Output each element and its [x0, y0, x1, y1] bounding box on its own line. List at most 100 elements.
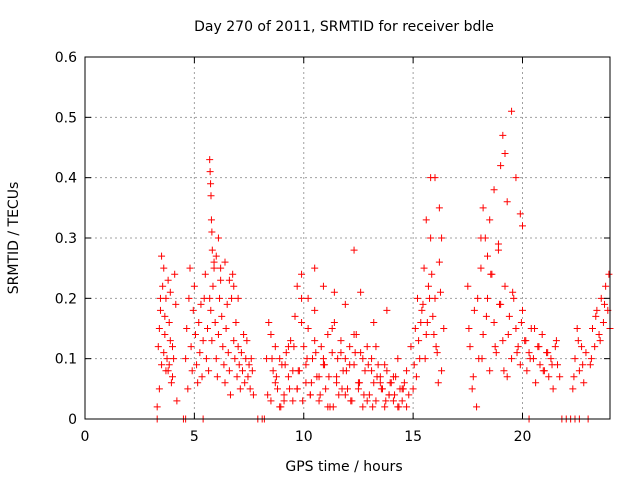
- data-point: [350, 246, 358, 254]
- data-point: [491, 343, 499, 351]
- data-point: [574, 337, 582, 345]
- x-tick-label: 20: [514, 429, 532, 445]
- data-point: [311, 337, 319, 345]
- data-point: [182, 355, 190, 363]
- data-point: [509, 288, 517, 296]
- data-point: [286, 385, 294, 393]
- data-point: [479, 331, 487, 339]
- data-point: [368, 367, 376, 375]
- data-point: [551, 343, 559, 351]
- data-point: [217, 264, 225, 272]
- data-point: [210, 264, 218, 272]
- data-point: [430, 331, 438, 339]
- data-point: [293, 385, 301, 393]
- data-point: [400, 379, 408, 387]
- data-point: [277, 403, 285, 411]
- data-point: [185, 294, 193, 302]
- data-point: [208, 246, 216, 254]
- data-point: [271, 379, 279, 387]
- data-point: [516, 210, 524, 218]
- data-point: [186, 264, 194, 272]
- data-point: [221, 379, 229, 387]
- data-point: [516, 361, 524, 369]
- data-point: [570, 373, 578, 381]
- chart-title: Day 270 of 2011, SRMTID for receiver bdl…: [194, 19, 494, 35]
- data-point: [276, 355, 284, 363]
- data-point: [172, 300, 180, 308]
- data-point: [319, 282, 327, 290]
- data-point: [160, 349, 168, 357]
- y-axis-label: SRMTID / TECUs: [6, 182, 22, 295]
- data-point: [195, 318, 203, 326]
- data-point: [374, 361, 382, 369]
- data-point: [306, 391, 314, 399]
- data-point: [249, 391, 257, 399]
- data-point: [272, 373, 280, 381]
- data-point: [291, 312, 299, 320]
- data-point: [244, 373, 252, 381]
- data-point: [188, 367, 196, 375]
- data-point: [158, 252, 166, 260]
- data-point: [209, 282, 217, 290]
- data-point: [357, 288, 365, 296]
- data-point: [311, 264, 319, 272]
- data-point: [432, 343, 440, 351]
- data-point: [161, 312, 169, 320]
- data-point: [222, 325, 230, 332]
- data-point: [356, 379, 364, 387]
- data-point: [605, 270, 613, 278]
- data-point: [328, 349, 336, 357]
- data-point: [230, 337, 238, 345]
- data-point: [479, 204, 487, 212]
- data-point: [230, 282, 238, 290]
- data-point: [421, 355, 429, 363]
- data-point: [155, 385, 163, 393]
- data-point: [580, 379, 588, 387]
- data-point: [523, 367, 531, 375]
- data-point: [154, 343, 162, 351]
- data-point: [232, 318, 240, 326]
- data-point: [239, 367, 246, 375]
- data-point: [482, 312, 490, 320]
- data-point: [399, 385, 407, 393]
- data-point: [236, 385, 244, 393]
- data-point: [338, 385, 346, 393]
- data-point: [409, 385, 417, 393]
- data-point: [294, 367, 302, 375]
- data-point: [522, 337, 530, 345]
- data-point: [246, 385, 254, 393]
- data-point: [426, 294, 434, 302]
- data-point: [189, 306, 197, 314]
- data-point: [579, 361, 587, 369]
- data-point: [484, 252, 491, 260]
- data-point: [381, 361, 389, 369]
- data-point: [328, 325, 336, 332]
- data-point: [211, 318, 219, 326]
- data-point: [418, 306, 426, 314]
- data-point: [602, 282, 610, 290]
- data-point: [298, 270, 306, 278]
- data-point: [424, 282, 432, 290]
- data-point: [269, 367, 277, 375]
- y-tick-label: 0.2: [55, 291, 77, 307]
- data-point: [351, 349, 359, 357]
- data-point: [389, 397, 397, 405]
- data-point: [210, 258, 218, 266]
- data-point: [171, 270, 179, 278]
- data-point: [280, 397, 288, 405]
- data-point: [465, 325, 473, 332]
- data-point: [240, 331, 248, 339]
- data-point: [196, 349, 204, 357]
- data-point: [556, 373, 564, 381]
- x-tick-label: 5: [190, 429, 199, 445]
- data-point: [337, 337, 345, 345]
- data-point: [477, 264, 485, 272]
- data-point: [383, 367, 391, 375]
- data-point: [330, 288, 338, 296]
- data-point: [184, 385, 192, 393]
- y-tick-label: 0.5: [55, 110, 77, 126]
- data-point: [508, 107, 516, 115]
- data-point: [229, 270, 237, 278]
- data-point: [330, 318, 338, 326]
- data-point: [597, 294, 605, 302]
